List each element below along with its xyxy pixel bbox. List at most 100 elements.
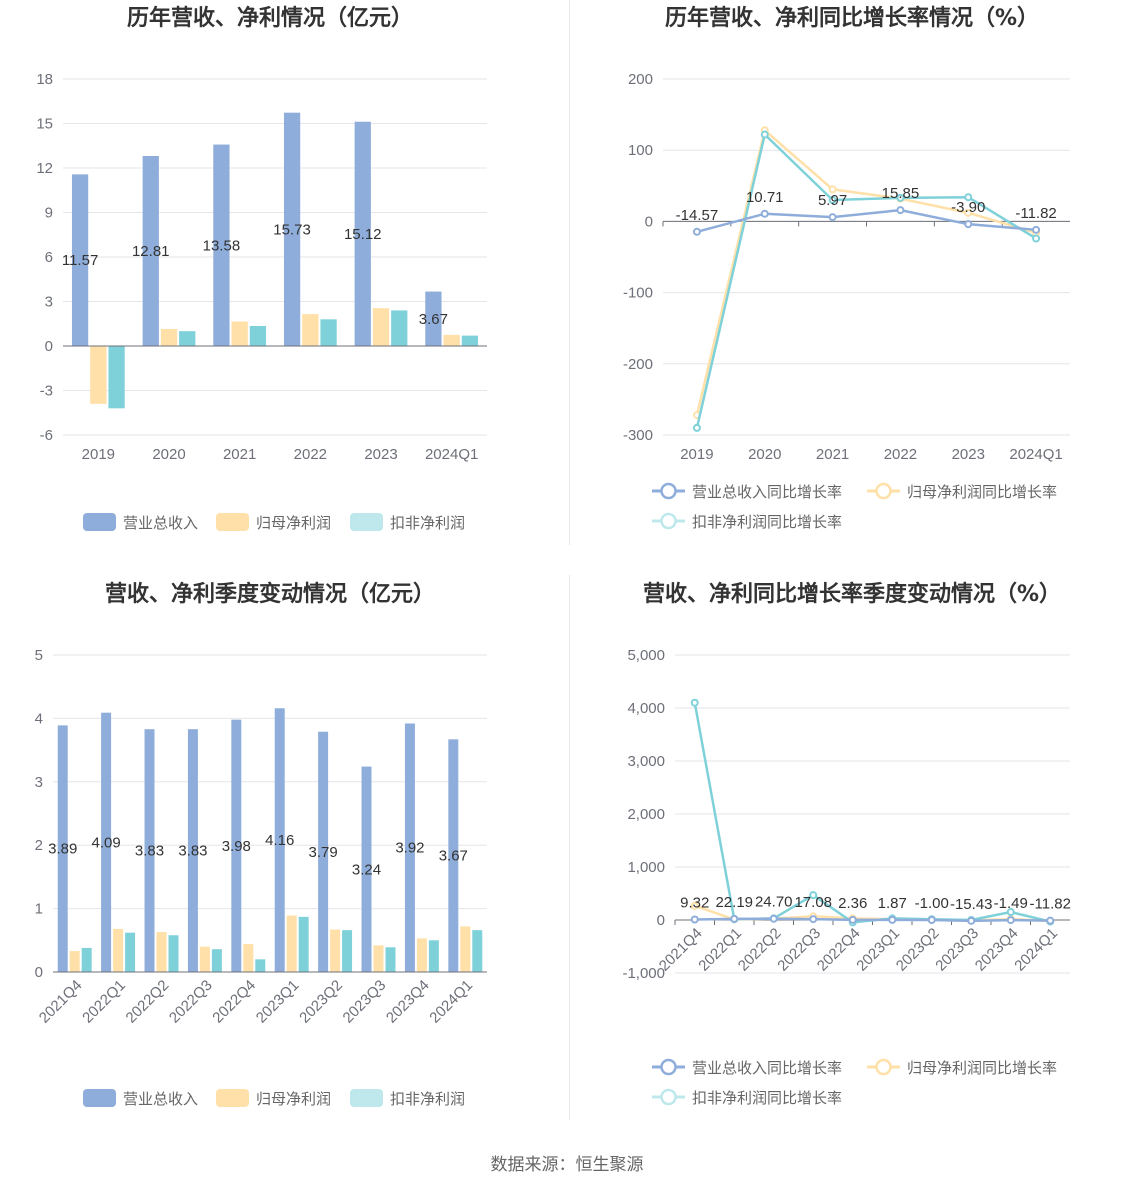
bar-0-2022Q2	[144, 729, 155, 972]
data-label: 3.24	[352, 861, 381, 878]
y-tick-label: 5	[35, 647, 43, 664]
legend-swatch	[350, 513, 383, 531]
panel-divider	[569, 0, 570, 545]
data-label: 17.08	[794, 894, 832, 911]
x-tick-label: 2024Q1	[425, 446, 478, 463]
bar-2-2023Q4	[428, 940, 439, 972]
y-tick-label: 9	[45, 205, 53, 222]
y-tick-label: 0	[45, 338, 53, 355]
data-label: 3.67	[419, 311, 448, 328]
x-tick-label: 2023	[364, 446, 397, 463]
legend-marker	[660, 482, 677, 500]
legend-swatch	[350, 1089, 383, 1107]
bar-0-2023	[354, 121, 371, 346]
chart-title: 历年营收、净利同比增长率情况（%）	[665, 5, 1039, 31]
bar-0-2022	[283, 112, 301, 347]
bar-2-2023Q2	[342, 930, 353, 972]
series-line-2	[695, 132, 1037, 429]
series-point-0-2024Q1	[1046, 916, 1055, 925]
data-label: -1.00	[915, 895, 949, 912]
data-label: 9.32	[680, 895, 709, 912]
y-tick-label: -6	[40, 427, 53, 444]
bar-2-2022Q2	[168, 935, 179, 972]
y-tick-label: 3	[35, 774, 43, 791]
bar-2-2023	[391, 310, 408, 346]
x-tick-label: 2023Q4	[972, 925, 1022, 975]
series-point-0-2022Q3	[809, 915, 818, 924]
x-tick-label: 2022Q2	[123, 977, 173, 1027]
data-label: 15.85	[882, 185, 920, 202]
series-point-2-2021	[828, 196, 837, 205]
legend-marker	[875, 1058, 892, 1076]
bar-0-2020	[142, 155, 159, 346]
bar-2-2019	[108, 346, 125, 409]
y-tick-label: 15	[36, 116, 53, 133]
y-tick-label: 6	[45, 249, 53, 266]
series-point-0-2021Q4	[690, 915, 699, 924]
data-label: 4.16	[265, 832, 294, 849]
x-tick-label: 2024Q1	[426, 977, 476, 1027]
y-tick-label: 18	[36, 71, 53, 88]
y-tick-label: 2,000	[627, 806, 665, 823]
legend-marker	[875, 482, 892, 500]
x-tick-label: 2024Q1	[1009, 446, 1062, 463]
bar-2-2022Q1	[125, 932, 136, 972]
data-source-note: 数据来源：恒生聚源	[490, 1155, 644, 1175]
x-tick-label: 2022Q1	[79, 977, 129, 1027]
series-line-2	[693, 702, 1051, 924]
series-point-1-2023	[964, 208, 973, 217]
legend-swatch	[83, 513, 116, 531]
bar-2-2021	[249, 325, 267, 346]
x-tick-label: 2023Q1	[853, 925, 903, 975]
data-label: 1.87	[878, 895, 907, 912]
series-point-0-2020	[760, 209, 769, 218]
data-label: 3.79	[309, 844, 338, 861]
quarterly-values-chart: 营收、净利季度变动情况（亿元） 5 4 3 2 1 0 3.89 4.09 3.83 3.83 3.9…	[35, 581, 487, 1108]
y-tick-label: 100	[628, 142, 653, 159]
legend-marker	[660, 1058, 677, 1076]
series-point-2-2022Q3	[809, 891, 818, 900]
bar-1-2023Q4	[416, 938, 427, 972]
y-tick-label: 4	[35, 710, 43, 727]
bar-0-2023Q2	[318, 731, 329, 972]
data-label: 3.98	[222, 838, 251, 855]
series-point-0-2023Q1	[888, 915, 897, 924]
data-label: 2.36	[838, 895, 867, 912]
legend-label: 归母净利润同比增长率	[907, 483, 1057, 501]
legend-swatch	[83, 1089, 116, 1107]
y-tick-label: -100	[623, 285, 653, 302]
x-tick-label: 2023Q1	[253, 977, 303, 1027]
series-point-0-2022Q1	[730, 914, 739, 923]
bar-1-2022Q1	[113, 928, 124, 972]
quarterly-values-panel: 营收、净利季度变动情况（亿元） 5 4 3 2 1 0 3.89 4.09 3.83 3.83 3.9…	[0, 575, 566, 1135]
x-tick-label: 2020	[152, 446, 185, 463]
bar-0-2021	[213, 144, 230, 346]
data-label: 22.19	[715, 894, 753, 911]
data-label: 15.12	[344, 226, 382, 243]
data-label: 10.71	[746, 189, 784, 206]
bar-0-2019	[71, 174, 89, 346]
x-tick-label: 2022Q4	[209, 977, 259, 1027]
data-label: 24.70	[755, 894, 793, 911]
legend-label: 归母净利润同比增长率	[907, 1059, 1057, 1077]
bar-2-2024Q1	[472, 930, 483, 972]
bar-1-2024Q1	[460, 926, 471, 972]
series-point-2-2022	[896, 193, 905, 202]
bar-1-2023	[372, 308, 390, 346]
bar-2-2020	[179, 331, 196, 346]
series-point-2-2023Q4	[1006, 908, 1015, 917]
bar-1-2024Q1	[443, 334, 460, 346]
data-label: 4.09	[92, 834, 121, 851]
y-tick-label: 3,000	[627, 753, 665, 770]
series-point-0-2022	[896, 206, 905, 215]
bar-0-2023Q4	[404, 723, 415, 972]
y-tick-label: 12	[36, 160, 53, 177]
data-label: 5.97	[818, 192, 847, 209]
x-tick-label: 2023Q3	[932, 925, 982, 975]
bar-0-2022Q4	[231, 719, 242, 972]
bar-2-2023Q3	[385, 947, 396, 972]
y-tick-label: 0	[35, 964, 43, 981]
x-tick-label: 2023Q2	[893, 925, 943, 975]
annual-values-panel: 历年营收、净利情况（亿元） 18 15 12 9 6 3 0 -3 -6 11.57 12.81 13.…	[0, 0, 566, 565]
series-point-2-2019	[692, 423, 701, 432]
